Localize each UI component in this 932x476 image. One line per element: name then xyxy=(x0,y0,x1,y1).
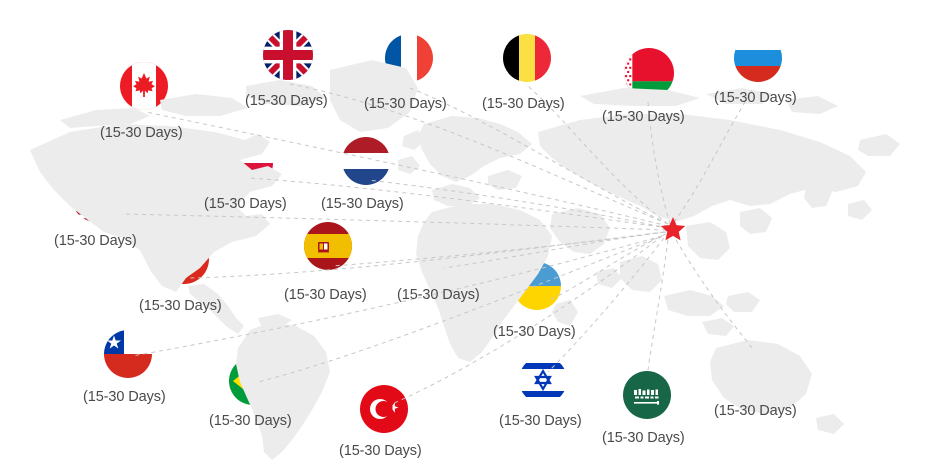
route-line-netherlands xyxy=(367,179,669,229)
route-line-israel xyxy=(547,237,665,373)
delivery-time-label-israel: (15-30 Days) xyxy=(499,413,582,429)
delivery-time-label-usa: (15-30 Days) xyxy=(54,233,137,249)
route-line-poland xyxy=(249,177,669,229)
flag-canada-icon[interactable] xyxy=(120,62,168,110)
flag-belgium-icon[interactable] xyxy=(503,34,551,82)
delivery-time-label-brazil: (15-30 Days) xyxy=(209,413,292,429)
delivery-time-label-saudi-arabia: (15-30 Days) xyxy=(602,430,685,446)
flag-saudi-arabia-icon[interactable] xyxy=(623,371,671,419)
delivery-time-label-turkey: (15-30 Days) xyxy=(339,443,422,459)
route-line-chile xyxy=(131,235,663,357)
china-origin-star-icon xyxy=(660,217,686,241)
route-line-australia xyxy=(675,239,753,349)
flag-russia-icon[interactable] xyxy=(734,34,782,82)
delivery-time-label-russia: (15-30 Days) xyxy=(714,90,797,106)
flag-spain-icon[interactable] xyxy=(304,222,352,270)
route-line-belgium xyxy=(527,85,669,225)
route-line-portugal xyxy=(189,231,665,279)
delivery-time-label-canada: (15-30 Days) xyxy=(100,125,183,141)
flag-uk-icon[interactable] xyxy=(263,30,313,80)
route-line-ukraine xyxy=(549,233,667,301)
route-line-italy xyxy=(443,231,667,269)
delivery-time-label-poland: (15-30 Days) xyxy=(204,196,287,212)
delivery-time-label-france: (15-30 Days) xyxy=(364,96,447,112)
delivery-time-label-italy: (15-30 Days) xyxy=(397,287,480,303)
route-line-belarus xyxy=(647,101,671,225)
route-line-france xyxy=(409,87,669,225)
flag-israel-icon[interactable] xyxy=(519,356,567,404)
flag-netherlands-icon[interactable] xyxy=(342,137,390,185)
route-line-turkey xyxy=(391,235,663,405)
route-line-brazil xyxy=(257,235,663,383)
delivery-time-label-belgium: (15-30 Days) xyxy=(482,96,565,112)
route-line-saudi xyxy=(647,239,669,371)
delivery-time-label-spain: (15-30 Days) xyxy=(284,287,367,303)
route-line-usa xyxy=(121,213,667,231)
flag-turkey-icon[interactable] xyxy=(360,385,408,433)
delivery-time-label-uk: (15-30 Days) xyxy=(245,93,328,109)
route-line-spain xyxy=(331,231,667,267)
route-line-russia xyxy=(673,89,753,223)
delivery-time-label-australia: (15-30 Days) xyxy=(714,403,797,419)
delivery-time-label-netherlands: (15-30 Days) xyxy=(321,196,404,212)
delivery-time-label-portugal: (15-30 Days) xyxy=(139,298,222,314)
delivery-time-label-belarus: (15-30 Days) xyxy=(602,109,685,125)
route-line-canada xyxy=(145,111,669,227)
delivery-time-label-ukraine: (15-30 Days) xyxy=(493,324,576,340)
delivery-time-label-chile: (15-30 Days) xyxy=(83,389,166,405)
